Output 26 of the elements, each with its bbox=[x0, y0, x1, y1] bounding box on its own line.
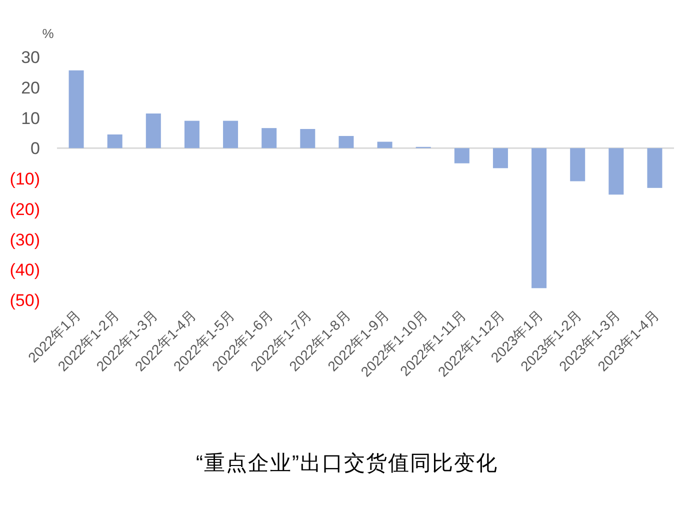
y-tick-label: 20 bbox=[21, 78, 40, 98]
bar bbox=[68, 70, 84, 148]
y-tick-label: 0 bbox=[30, 139, 40, 158]
y-tick-label: 30 bbox=[21, 48, 40, 67]
bar bbox=[377, 142, 392, 148]
bar bbox=[454, 148, 470, 164]
y-tick-label: 10 bbox=[21, 108, 40, 128]
text: “重点企业”出口交货值同比变化 bbox=[196, 452, 498, 475]
y-tick-label: (20) bbox=[10, 200, 40, 219]
bar bbox=[647, 148, 662, 188]
y-tick-label: (30) bbox=[10, 230, 40, 250]
bar bbox=[107, 134, 122, 148]
y-axis-title: % bbox=[42, 26, 54, 41]
bar bbox=[338, 136, 354, 148]
bar bbox=[492, 148, 508, 168]
bar bbox=[570, 148, 586, 182]
y-tick-label: (50) bbox=[10, 291, 40, 310]
bar bbox=[608, 148, 624, 195]
bar bbox=[184, 120, 200, 148]
bar bbox=[262, 128, 277, 148]
bar bbox=[146, 113, 161, 148]
y-tick-label: (10) bbox=[10, 170, 40, 188]
bar bbox=[223, 120, 238, 148]
y-tick-label: (40) bbox=[10, 260, 40, 280]
bar bbox=[532, 148, 547, 288]
bar bbox=[300, 128, 316, 148]
